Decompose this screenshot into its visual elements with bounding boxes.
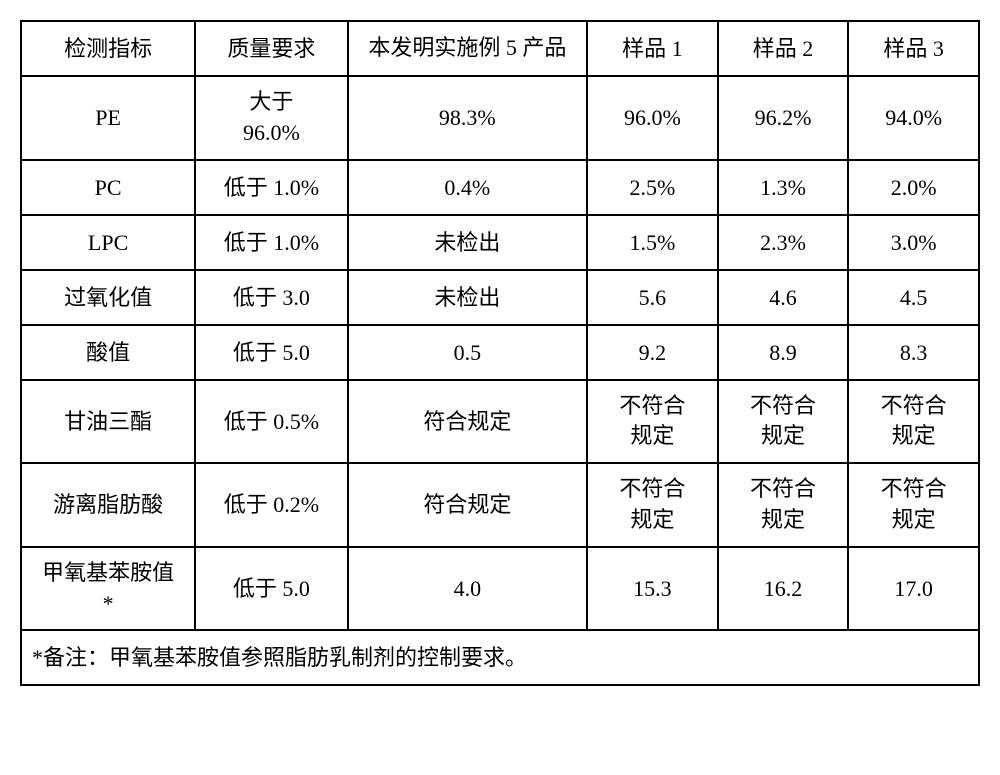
footnote-cell: *备注：甲氧基苯胺值参照脂肪乳制剂的控制要求。 <box>21 630 979 685</box>
cell-value: 4.0 <box>348 547 588 631</box>
cell-req: 低于 0.5% <box>195 380 347 464</box>
table-header-row: 检测指标 质量要求 本发明实施例 5 产品 样品 1 样品 2 样品 3 <box>21 21 979 76</box>
cell-value: 不符合规定 <box>587 463 718 547</box>
table-row: LPC 低于 1.0% 未检出 1.5% 2.3% 3.0% <box>21 215 979 270</box>
cell-value: 2.3% <box>718 215 849 270</box>
cell-req: 大于96.0% <box>195 76 347 160</box>
cell-value: 16.2 <box>718 547 849 631</box>
cell-value: 8.9 <box>718 325 849 380</box>
cell-req: 低于 5.0 <box>195 325 347 380</box>
cell-req: 低于 0.2% <box>195 463 347 547</box>
cell-value: 不符合规定 <box>848 463 979 547</box>
cell-req: 低于 3.0 <box>195 270 347 325</box>
cell-value: 1.3% <box>718 160 849 215</box>
quality-table: 检测指标 质量要求 本发明实施例 5 产品 样品 1 样品 2 样品 3 PE … <box>20 20 980 686</box>
table-row: 过氧化值 低于 3.0 未检出 5.6 4.6 4.5 <box>21 270 979 325</box>
cell-value: 符合规定 <box>348 463 588 547</box>
cell-indicator: 甲氧基苯胺值* <box>21 547 195 631</box>
cell-value: 15.3 <box>587 547 718 631</box>
cell-value: 符合规定 <box>348 380 588 464</box>
cell-value: 3.0% <box>848 215 979 270</box>
table-row: 酸值 低于 5.0 0.5 9.2 8.9 8.3 <box>21 325 979 380</box>
cell-value: 8.3 <box>848 325 979 380</box>
table-row: PC 低于 1.0% 0.4% 2.5% 1.3% 2.0% <box>21 160 979 215</box>
cell-indicator: 酸值 <box>21 325 195 380</box>
cell-value: 不符合规定 <box>718 380 849 464</box>
cell-indicator: 游离脂肪酸 <box>21 463 195 547</box>
cell-indicator: PC <box>21 160 195 215</box>
cell-value: 4.6 <box>718 270 849 325</box>
quality-table-wrap: 检测指标 质量要求 本发明实施例 5 产品 样品 1 样品 2 样品 3 PE … <box>20 20 980 686</box>
cell-req: 低于 1.0% <box>195 215 347 270</box>
col-header: 样品 2 <box>718 21 849 76</box>
cell-value: 17.0 <box>848 547 979 631</box>
cell-value: 未检出 <box>348 215 588 270</box>
col-header: 样品 1 <box>587 21 718 76</box>
cell-value: 2.5% <box>587 160 718 215</box>
cell-value: 5.6 <box>587 270 718 325</box>
table-row: 游离脂肪酸 低于 0.2% 符合规定 不符合规定 不符合规定 不符合规定 <box>21 463 979 547</box>
cell-indicator: 甘油三酯 <box>21 380 195 464</box>
cell-value: 94.0% <box>848 76 979 160</box>
cell-value: 1.5% <box>587 215 718 270</box>
table-row: 甘油三酯 低于 0.5% 符合规定 不符合规定 不符合规定 不符合规定 <box>21 380 979 464</box>
cell-indicator: PE <box>21 76 195 160</box>
cell-value: 2.0% <box>848 160 979 215</box>
table-footnote-row: *备注：甲氧基苯胺值参照脂肪乳制剂的控制要求。 <box>21 630 979 685</box>
cell-value: 4.5 <box>848 270 979 325</box>
cell-value: 98.3% <box>348 76 588 160</box>
cell-value: 不符合规定 <box>718 463 849 547</box>
cell-value: 96.2% <box>718 76 849 160</box>
table-body: 检测指标 质量要求 本发明实施例 5 产品 样品 1 样品 2 样品 3 PE … <box>21 21 979 685</box>
table-row: 甲氧基苯胺值* 低于 5.0 4.0 15.3 16.2 17.0 <box>21 547 979 631</box>
col-header: 检测指标 <box>21 21 195 76</box>
cell-indicator: 过氧化值 <box>21 270 195 325</box>
cell-value: 不符合规定 <box>587 380 718 464</box>
cell-value: 0.5 <box>348 325 588 380</box>
cell-value: 未检出 <box>348 270 588 325</box>
cell-value: 0.4% <box>348 160 588 215</box>
table-row: PE 大于96.0% 98.3% 96.0% 96.2% 94.0% <box>21 76 979 160</box>
col-header: 本发明实施例 5 产品 <box>348 21 588 76</box>
cell-req: 低于 5.0 <box>195 547 347 631</box>
cell-value: 不符合规定 <box>848 380 979 464</box>
cell-value: 96.0% <box>587 76 718 160</box>
col-header: 样品 3 <box>848 21 979 76</box>
col-header: 质量要求 <box>195 21 347 76</box>
cell-indicator: LPC <box>21 215 195 270</box>
cell-value: 9.2 <box>587 325 718 380</box>
cell-req: 低于 1.0% <box>195 160 347 215</box>
